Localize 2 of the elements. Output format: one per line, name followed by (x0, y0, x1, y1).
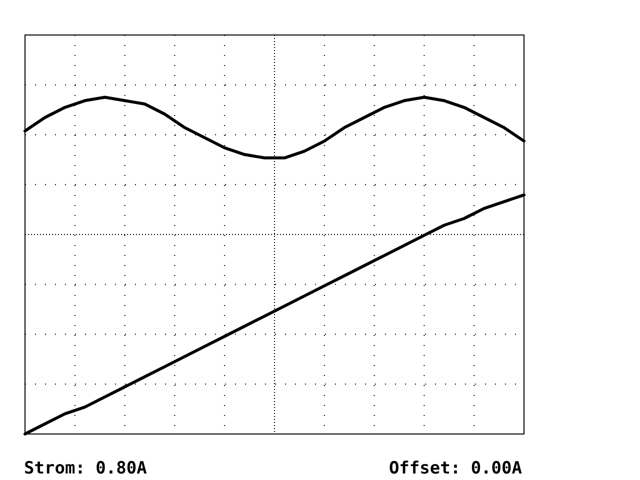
text: Offset: 0.00A (388, 458, 522, 478)
text: Strom: 0.80A (24, 458, 147, 478)
